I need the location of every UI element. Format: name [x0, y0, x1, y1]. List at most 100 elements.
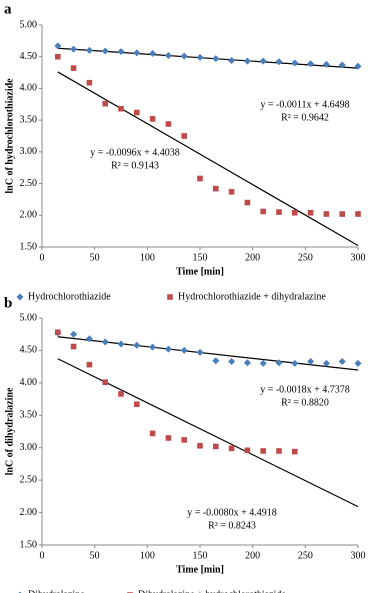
- y-tick-label: 2.50: [20, 474, 38, 485]
- diamond-marker: [307, 357, 315, 365]
- legend-label: Dihydralazine + hydrochlorothiazide: [138, 589, 286, 593]
- x-tick-label: 0: [40, 252, 45, 263]
- diamond-marker: [180, 346, 188, 354]
- x-tick-label: 100: [140, 550, 155, 561]
- square-marker: [197, 442, 203, 449]
- y-axis-title: lnC of hydrochlorothiazide: [4, 78, 15, 194]
- y-tick-label: 4.50: [20, 51, 38, 62]
- diamond-marker: [101, 338, 109, 346]
- x-tick-label: 300: [351, 252, 366, 263]
- trend-equation: y = -0.0096x + 4.4038: [90, 147, 180, 158]
- diamond-marker: [117, 48, 125, 56]
- x-tick-label: 200: [245, 252, 260, 263]
- square-marker: [260, 208, 266, 215]
- square-marker: [70, 65, 77, 71]
- diamond-marker: [196, 348, 204, 356]
- x-axis-title: Time [min]: [176, 266, 224, 277]
- y-tick-label: 3.00: [20, 146, 38, 157]
- diamond-marker: [196, 53, 204, 61]
- square-marker: [276, 448, 282, 454]
- x-tick-label: 250: [298, 550, 313, 561]
- square-marker: [213, 185, 219, 192]
- diamond-marker: [228, 357, 236, 365]
- y-tick-label: 3.00: [20, 442, 38, 453]
- y-tick-label: 5.00: [20, 19, 38, 30]
- square-marker: [292, 448, 298, 455]
- y-axis-title: lnC of dihydralazine: [4, 387, 15, 475]
- square-marker: [276, 209, 282, 215]
- diamond-marker: [243, 57, 251, 65]
- diamond-marker: [259, 57, 267, 65]
- legend-marker: [16, 293, 24, 301]
- square-marker: [118, 391, 124, 397]
- diamond-marker: [133, 341, 141, 349]
- diamond-marker: [291, 359, 299, 367]
- trend-equation: y = -0.0011x + 4.6498: [260, 99, 349, 110]
- y-tick-label: 2.50: [20, 178, 38, 189]
- square-marker: [197, 175, 203, 182]
- square-marker: [307, 209, 314, 216]
- y-tick-label: 2.00: [20, 210, 38, 221]
- square-marker: [118, 105, 124, 112]
- y-tick-label: 1.50: [20, 539, 38, 550]
- square-marker: [244, 447, 251, 454]
- trend-equation: y = -0.0018x + 4.7378: [260, 384, 350, 395]
- y-tick-label: 5.00: [20, 312, 38, 323]
- y-tick-label: 4.00: [20, 377, 38, 388]
- trend-r-squared: R² = 0.8820: [281, 397, 329, 408]
- square-marker: [292, 209, 298, 216]
- trend-r-squared: R² = 0.9642: [281, 112, 329, 123]
- x-tick-label: 150: [193, 550, 208, 561]
- x-tick-label: 300: [351, 550, 366, 561]
- panel-label: b: [4, 295, 12, 311]
- diamond-marker: [180, 52, 188, 60]
- square-marker: [228, 189, 235, 195]
- diamond-marker: [149, 343, 157, 351]
- square-marker: [55, 329, 61, 336]
- diamond-marker: [307, 60, 315, 68]
- square-marker: [55, 53, 61, 60]
- square-marker: [86, 79, 93, 86]
- diamond-marker: [322, 60, 330, 68]
- diamond-marker: [212, 357, 220, 365]
- diamond-marker: [149, 50, 157, 58]
- y-tick-label: 4.50: [20, 345, 38, 356]
- legend-label: Hydrochlorothiazide: [28, 291, 111, 302]
- diamond-marker: [354, 359, 362, 367]
- square-marker: [165, 121, 172, 127]
- x-tick-label: 150: [193, 252, 208, 263]
- diamond-marker: [291, 59, 299, 67]
- diamond-marker: [164, 345, 172, 353]
- x-tick-label: 250: [298, 252, 313, 263]
- y-tick-label: 3.50: [20, 114, 38, 125]
- diamond-marker: [85, 335, 93, 343]
- square-marker: [70, 343, 77, 350]
- x-axis-title: Time [min]: [176, 564, 224, 575]
- trend-r-squared: R² = 0.8243: [208, 520, 256, 531]
- diamond-marker: [338, 61, 346, 69]
- diamond-marker: [117, 340, 125, 348]
- square-marker: [134, 109, 140, 116]
- diamond-marker: [70, 330, 78, 338]
- y-tick-label: 2.00: [20, 507, 38, 518]
- y-tick-label: 4.00: [20, 83, 38, 94]
- diamond-marker: [243, 359, 251, 367]
- diamond-marker: [275, 58, 283, 66]
- legend-label: Hydrochlorothiazide + dihydralazine: [178, 291, 326, 302]
- square-marker: [213, 443, 219, 450]
- square-marker: [339, 211, 345, 217]
- square-marker: [165, 435, 172, 441]
- diamond-marker: [101, 47, 109, 55]
- diamond-marker: [228, 57, 236, 65]
- legend-marker: [167, 294, 173, 300]
- x-tick-label: 200: [245, 550, 260, 561]
- square-marker: [355, 211, 361, 217]
- square-marker: [134, 401, 140, 408]
- trend-equation: y = -0.0080x + 4.4918: [187, 507, 277, 518]
- diamond-marker: [212, 55, 220, 63]
- diamond-marker: [164, 51, 172, 59]
- square-marker: [323, 211, 330, 217]
- square-marker: [149, 430, 156, 437]
- square-marker: [149, 116, 156, 122]
